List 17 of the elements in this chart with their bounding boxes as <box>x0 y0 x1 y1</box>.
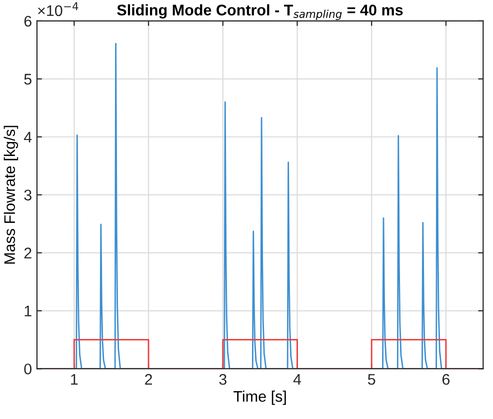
x-tick-label: 5 <box>368 374 376 385</box>
y-tick-label: 3 <box>24 190 32 201</box>
y-tick-label: 2 <box>24 248 32 258</box>
y-tick-label: 1 <box>24 306 32 316</box>
y-tick-label: 6 <box>24 16 32 27</box>
y-tick-label: 5 <box>24 74 32 85</box>
y-axis-title: Mass Flowrate [kg/s] <box>4 126 18 264</box>
text: ×10$^{−4}$ <box>38 2 78 16</box>
x-tick-label: 3 <box>219 374 226 385</box>
x-axis-title: Time [s] <box>234 390 286 405</box>
y-tick-label: 0 <box>24 364 32 374</box>
x-tick-label: 1 <box>71 374 78 385</box>
x-tick-label: 6 <box>442 374 450 385</box>
chart-title: Sliding Mode Control - T$_{sampling}$ = 40 ms <box>117 4 403 20</box>
y-tick-label: 4 <box>24 132 32 142</box>
x-tick-label: 4 <box>293 374 302 385</box>
x-tick-label: 2 <box>145 374 152 385</box>
